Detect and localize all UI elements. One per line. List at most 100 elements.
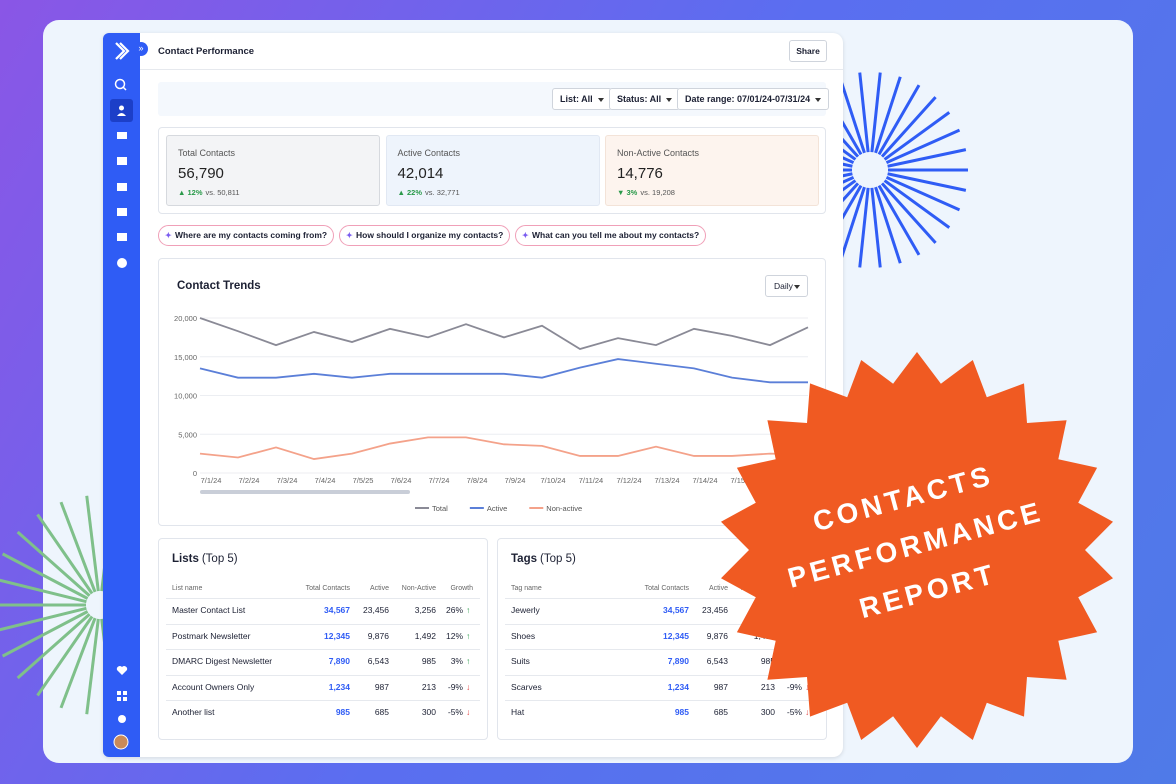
- legend-label: Total: [432, 504, 448, 513]
- legend-label: Non-active: [546, 504, 582, 513]
- burst-ray: [1, 610, 89, 658]
- table-cell: 987: [374, 681, 389, 692]
- kpi-label: Total Contacts: [178, 148, 236, 158]
- table-cell: 987: [713, 681, 728, 692]
- burst-ray: [877, 84, 921, 156]
- burst-ray: [36, 513, 94, 595]
- growth-arrow: ↓: [466, 681, 471, 692]
- page-title: Contact Performance: [158, 46, 255, 57]
- table-cell: 3,256: [414, 605, 436, 615]
- share-button[interactable]: Share: [789, 40, 827, 62]
- kpi-change-value: 12%: [187, 188, 203, 197]
- y-tick-label: 0: [193, 469, 197, 478]
- table-cell: 12%: [784, 630, 802, 641]
- collapse-button[interactable]: »: [134, 42, 148, 56]
- kpi-arrow: ▼: [617, 188, 627, 197]
- scrollbar: [200, 490, 410, 494]
- table-cell: 26%: [445, 605, 463, 615]
- burst-ray: [85, 495, 100, 592]
- table-cell: Another list: [172, 707, 215, 718]
- table-cell: 9,876: [367, 630, 389, 641]
- table-cell: 213: [421, 681, 436, 692]
- x-tick-label: 7/5/25: [353, 476, 374, 485]
- y-tick-label: 15,000: [174, 353, 197, 362]
- burst-ray: [838, 76, 866, 154]
- kpi-card: Active Contacts 42,014 ▲ 22% vs. 32,771: [385, 135, 600, 206]
- burst-ray: [883, 179, 951, 229]
- table-cell: 3%: [450, 656, 463, 667]
- chart-title: Contact Trends: [177, 280, 261, 292]
- kpi-card: Total Contacts 56,790 ▲ 12% vs. 50,811: [166, 135, 380, 206]
- table-cell: 34,567: [663, 605, 689, 615]
- burst-ray: [877, 184, 921, 256]
- column-header: List name: [172, 585, 203, 592]
- growth-arrow: ↓: [466, 707, 471, 718]
- table-cell: Account Owners Only: [172, 681, 255, 692]
- table-cell: 12%: [445, 630, 463, 641]
- table-cell: 300: [760, 707, 775, 718]
- burst-ray: [874, 76, 902, 154]
- table-title: Lists (Top 5): [172, 553, 238, 565]
- table-cell: 6,543: [367, 656, 389, 667]
- x-tick-label: 7/9/24: [505, 476, 526, 485]
- row-divider: [505, 623, 819, 650]
- series-line: [199, 317, 809, 350]
- prompt-chip[interactable]: What can you tell me about my contacts?: [515, 225, 707, 246]
- series-line: [199, 436, 809, 460]
- kpi-value: 14,776: [617, 165, 663, 182]
- sidebar-icons: [110, 42, 133, 750]
- burst-ray: [838, 186, 866, 264]
- sidebar: [103, 33, 140, 757]
- chart: 0 5,000 10,000 15,000 20,000 7/1/24 7/2/24 7/3/…: [174, 314, 809, 513]
- column-header: Non-Active: [740, 585, 775, 592]
- kpi-arrow: ▲: [397, 188, 408, 197]
- table-cell: 685: [374, 707, 389, 718]
- kpi-arrow: ▲: [178, 188, 188, 197]
- x-tick-label: 7/14/24: [692, 476, 717, 485]
- table-cell: 1,492: [414, 630, 436, 641]
- burst-ray: [874, 186, 902, 264]
- period-select[interactable]: Daily: [765, 275, 808, 297]
- burst-ray: [0, 606, 87, 632]
- filter-list[interactable]: List: All: [552, 88, 612, 110]
- table-cell: 9,876: [706, 630, 728, 641]
- row-divider: [505, 598, 819, 624]
- table-title-main: Tags: [511, 553, 537, 565]
- x-tick-label: 7/6/24: [391, 476, 412, 485]
- kpi-value: 56,790: [178, 165, 224, 182]
- row-divider: [505, 674, 819, 701]
- table-cell: -9%: [447, 681, 463, 692]
- burst-ray: [858, 187, 870, 268]
- table-cell: DMARC Digest Newsletter: [172, 656, 273, 667]
- growth-arrow: ↓: [805, 707, 810, 718]
- prompt-chip[interactable]: Where are my contacts coming from?: [158, 225, 335, 246]
- row-divider: [505, 649, 819, 675]
- burst-ray: [870, 187, 882, 268]
- table-cell: 300: [421, 707, 436, 718]
- filter-status[interactable]: Status: All: [609, 88, 681, 110]
- prompt-chip[interactable]: How should I organize my contacts?: [339, 225, 511, 246]
- table-cell: Scarves: [511, 681, 542, 692]
- table-cell: 7,890: [667, 656, 689, 667]
- table-cell: 3,256: [753, 605, 775, 615]
- column-header: Total Contacts: [644, 585, 689, 592]
- kpi-label: Active Contacts: [397, 148, 461, 158]
- growth-arrow: ↑: [466, 630, 471, 641]
- table-cell: 12,345: [324, 630, 350, 641]
- table-cell: 26%: [784, 605, 802, 615]
- x-tick-label: 7/10/24: [540, 476, 565, 485]
- table-cell: Shoes: [511, 630, 536, 641]
- burst-ray: [885, 175, 961, 212]
- table-cell: 1,234: [328, 681, 350, 692]
- filter-date[interactable]: Date range: 07/01/24-07/31/24: [677, 88, 830, 110]
- burst-ray: [16, 530, 91, 597]
- burst-ray: [1, 552, 89, 600]
- table-cell: Master Contact List: [172, 605, 246, 615]
- table-cell: 213: [760, 681, 775, 692]
- row-divider: [166, 623, 480, 650]
- x-tick-label: 7/3/24: [277, 476, 298, 485]
- y-tick-label: 10,000: [174, 392, 197, 401]
- burst-ray: [858, 72, 870, 153]
- x-tick-label: 7/8/24: [467, 476, 488, 485]
- burst-ray: [880, 96, 937, 158]
